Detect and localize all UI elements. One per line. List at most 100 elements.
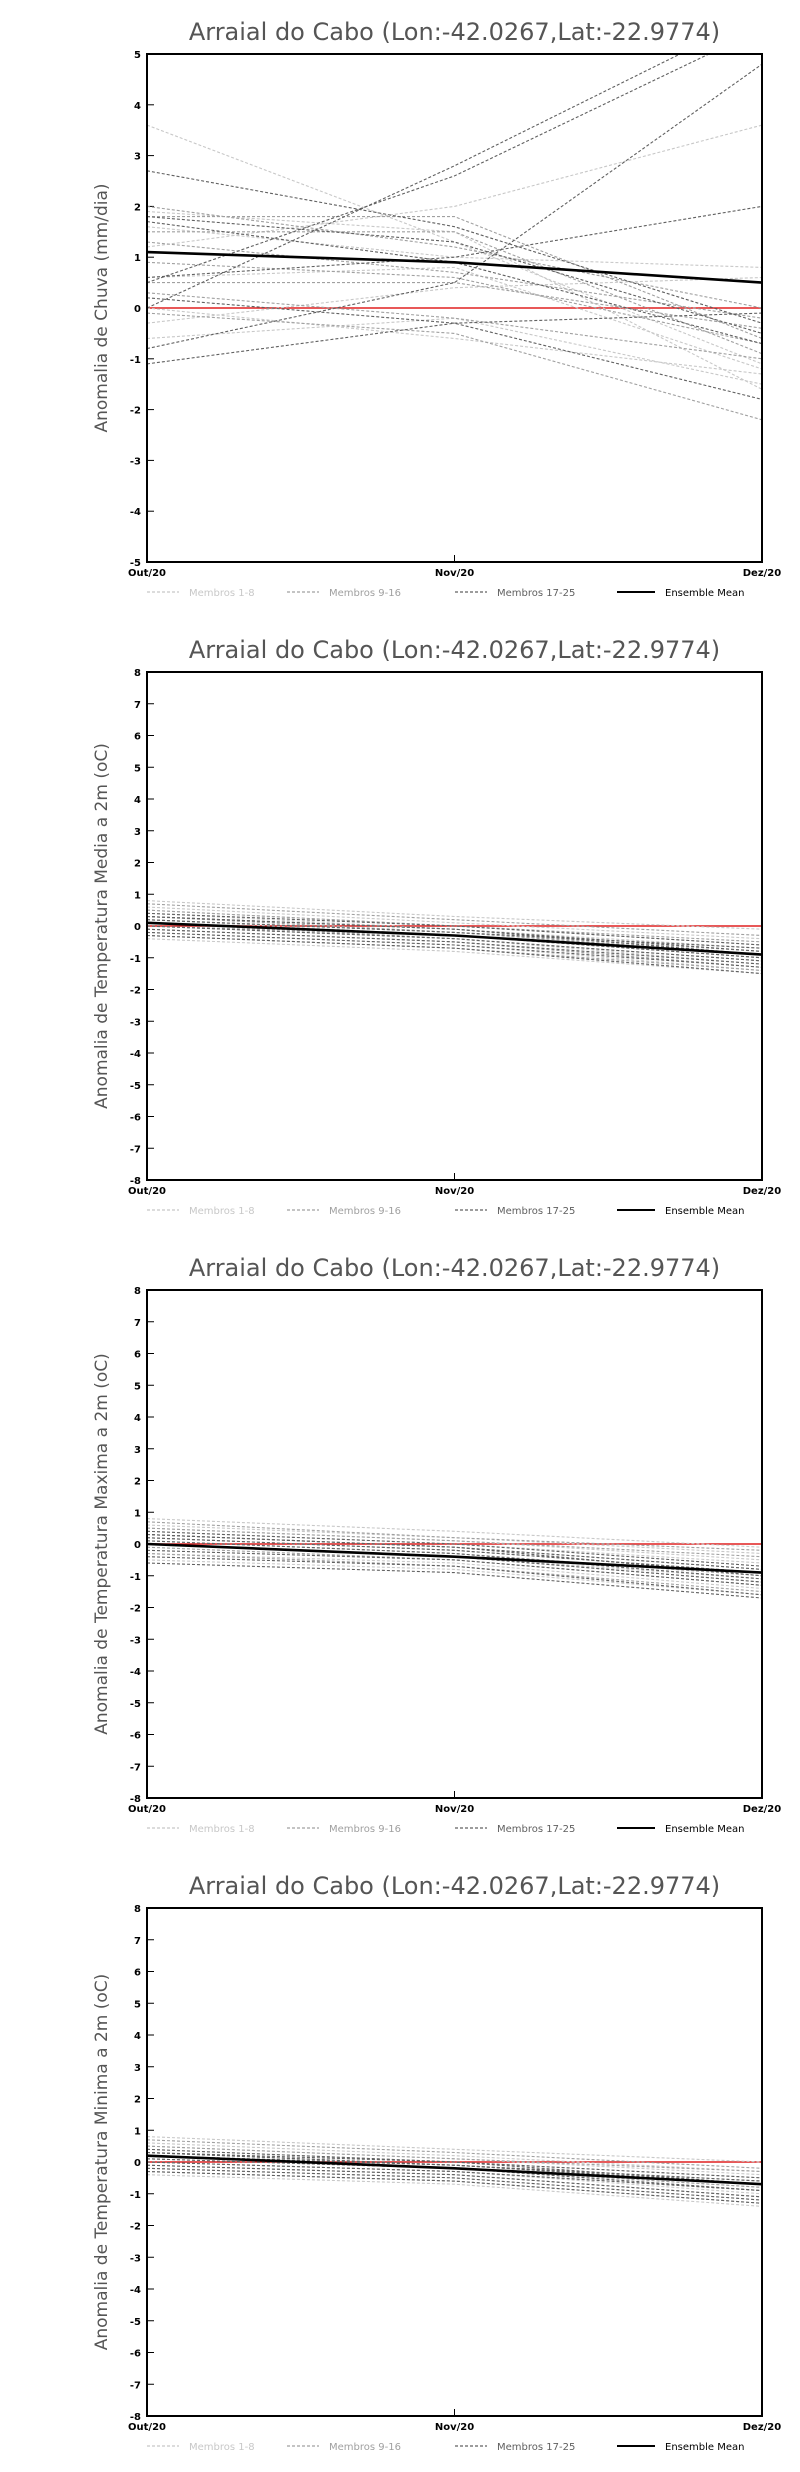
y-tick-label: -2 — [130, 986, 141, 997]
chart-title: Arraial do Cabo (Lon:-42.0267,Lat:-22.97… — [189, 1254, 720, 1282]
chart-panel: Arraial do Cabo (Lon:-42.0267,Lat:-22.97… — [92, 1872, 781, 2453]
member-line — [147, 938, 762, 975]
member-line — [147, 1533, 762, 1570]
y-tick-label: 2 — [134, 2095, 141, 2106]
x-tick-label: Dez/20 — [743, 2422, 782, 2433]
member-line — [147, 312, 762, 421]
y-tick-label: -2 — [130, 1604, 141, 1615]
y-tick-label: -8 — [130, 2412, 141, 2423]
member-line — [147, 317, 762, 385]
legend-label: Membros 17-25 — [497, 1824, 575, 1835]
plot-frame — [146, 1289, 763, 1799]
y-tick-label: -7 — [130, 1762, 141, 1773]
ensemble-mean-line — [147, 1542, 762, 1574]
y-tick-label: 0 — [134, 2158, 141, 2169]
member-line — [147, 261, 762, 345]
member-line — [147, 2170, 762, 2204]
member-line — [147, 241, 762, 319]
member-line — [147, 292, 762, 360]
member-line — [147, 1552, 762, 1590]
y-tick-label: 1 — [134, 253, 141, 264]
member-line — [147, 2139, 762, 2169]
y-tick-label: 6 — [134, 732, 141, 743]
y-tick-label: -2 — [130, 2222, 141, 2233]
chart-title: Arraial do Cabo (Lon:-42.0267,Lat:-22.97… — [189, 18, 720, 46]
x-tick-label: Dez/20 — [743, 568, 782, 579]
y-tick-label: -6 — [130, 1113, 141, 1124]
member-line — [147, 210, 762, 390]
member-line — [147, 1530, 762, 1567]
x-tick-label: Dez/20 — [743, 1804, 782, 1815]
member-line — [147, 925, 762, 962]
chart-panel: Arraial do Cabo (Lon:-42.0267,Lat:-22.97… — [92, 636, 781, 1217]
y-tick-label: 2 — [134, 202, 141, 213]
y-tick-label: -1 — [130, 2190, 141, 2201]
y-tick-label: 1 — [134, 1508, 141, 1519]
y-axis-label: Anomalia de Temperatura Minima a 2m (oC) — [92, 1974, 112, 2351]
y-tick-label: -5 — [130, 1699, 141, 1710]
member-line — [147, 2145, 762, 2173]
x-tick-label: Nov/20 — [435, 1186, 474, 1197]
member-line — [147, 934, 762, 975]
y-tick-label: -1 — [130, 355, 141, 366]
series-lines — [147, 1518, 762, 1599]
plot-frame — [146, 1907, 763, 2417]
y-tick-label: 8 — [134, 1286, 141, 1297]
member-line — [147, 124, 762, 248]
member-line — [147, 205, 762, 309]
y-tick-label: 0 — [134, 304, 141, 315]
member-line — [147, 1543, 762, 1580]
member-line — [147, 2148, 762, 2179]
y-tick-label: 7 — [134, 1318, 141, 1329]
y-tick-label: 2 — [134, 1477, 141, 1488]
member-line — [147, 928, 762, 965]
x-tick-label: Nov/20 — [435, 1804, 474, 1815]
member-line — [147, 1562, 762, 1599]
plot-frame — [146, 671, 763, 1181]
y-tick-label: -6 — [130, 1731, 141, 1742]
legend-label: Membros 9-16 — [329, 1824, 401, 1835]
y-tick-label: 8 — [134, 668, 141, 679]
y-tick-label: 8 — [134, 1904, 141, 1915]
y-tick-label: -8 — [130, 1176, 141, 1187]
member-line — [147, 2161, 762, 2192]
chart-title: Arraial do Cabo (Lon:-42.0267,Lat:-22.97… — [189, 636, 720, 664]
member-line — [147, 931, 762, 968]
y-tick-label: -3 — [130, 2253, 141, 2264]
member-line — [147, 1533, 762, 1570]
y-tick-label: 5 — [134, 763, 141, 774]
member-line — [147, 1521, 762, 1551]
legend-label: Ensemble Mean — [665, 1206, 744, 1217]
ensemble-mean-line — [147, 250, 762, 284]
member-line — [147, 266, 762, 370]
member-line — [147, 205, 762, 279]
member-line — [147, 2158, 762, 2188]
legend-label: Membros 17-25 — [497, 2442, 575, 2453]
y-tick-label: 1 — [134, 2126, 141, 2137]
chart-panel: Arraial do Cabo (Lon:-42.0267,Lat:-22.97… — [92, 18, 782, 599]
y-tick-label: -2 — [130, 406, 141, 417]
y-tick-label: -5 — [130, 2317, 141, 2328]
member-line — [147, 915, 762, 956]
member-line — [147, 2170, 762, 2204]
ensemble-mean-line — [147, 921, 762, 956]
member-line — [147, 915, 762, 952]
legend-label: Ensemble Mean — [665, 1824, 744, 1835]
y-tick-label: 0 — [134, 922, 141, 933]
legend-label: Ensemble Mean — [665, 588, 744, 599]
y-tick-label: 1 — [134, 890, 141, 901]
legend-label: Ensemble Mean — [665, 2442, 744, 2453]
member-line — [147, 1527, 762, 1558]
x-tick-label: Nov/20 — [435, 2422, 474, 2433]
y-tick-label: 7 — [134, 700, 141, 711]
legend-label: Membros 9-16 — [329, 2442, 401, 2453]
y-tick-label: 3 — [134, 152, 141, 163]
plot-frame — [146, 53, 763, 563]
member-line — [147, 54, 711, 284]
member-line — [147, 1556, 762, 1596]
y-tick-label: 4 — [134, 1413, 141, 1424]
y-tick-label: -4 — [130, 507, 141, 518]
member-line — [147, 282, 762, 329]
y-tick-label: 3 — [134, 2063, 141, 2074]
